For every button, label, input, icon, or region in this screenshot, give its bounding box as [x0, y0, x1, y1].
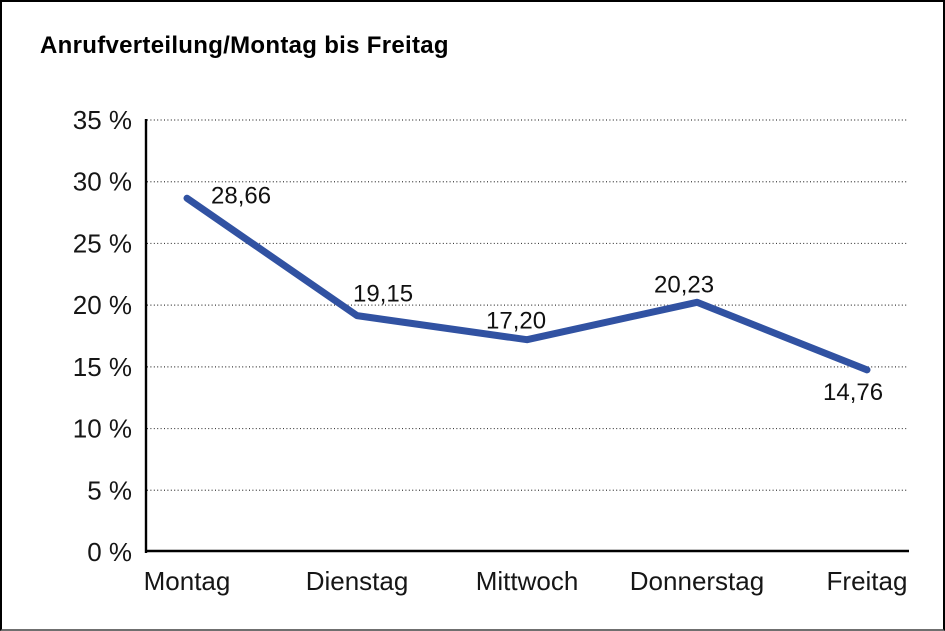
x-category-label: Freitag: [827, 566, 908, 596]
y-tick-label: 20 %: [73, 290, 132, 320]
y-tick-label: 0 %: [87, 537, 132, 567]
chart-title: Anrufverteilung/Montag bis Freitag: [40, 32, 449, 59]
data-point-label: 14,76: [823, 379, 883, 406]
data-point-label: 17,20: [486, 308, 546, 335]
data-line-series: [183, 194, 871, 374]
y-tick-label: 10 %: [73, 414, 132, 444]
x-category-label: Mittwoch: [476, 566, 579, 596]
y-tick-label: 30 %: [73, 167, 132, 197]
y-tick-label: 5 %: [87, 475, 132, 505]
x-category-label: Dienstag: [306, 566, 409, 596]
x-category-label: Donnerstag: [630, 566, 764, 596]
data-point-label: 20,23: [654, 271, 714, 298]
data-point-label: 28,66: [211, 182, 271, 209]
y-tick-label: 25 %: [73, 228, 132, 258]
x-category-label: Montag: [144, 566, 231, 596]
data-point-label: 19,15: [353, 281, 413, 308]
y-tick-label: 35 %: [73, 105, 132, 135]
y-tick-label: 15 %: [73, 352, 132, 382]
